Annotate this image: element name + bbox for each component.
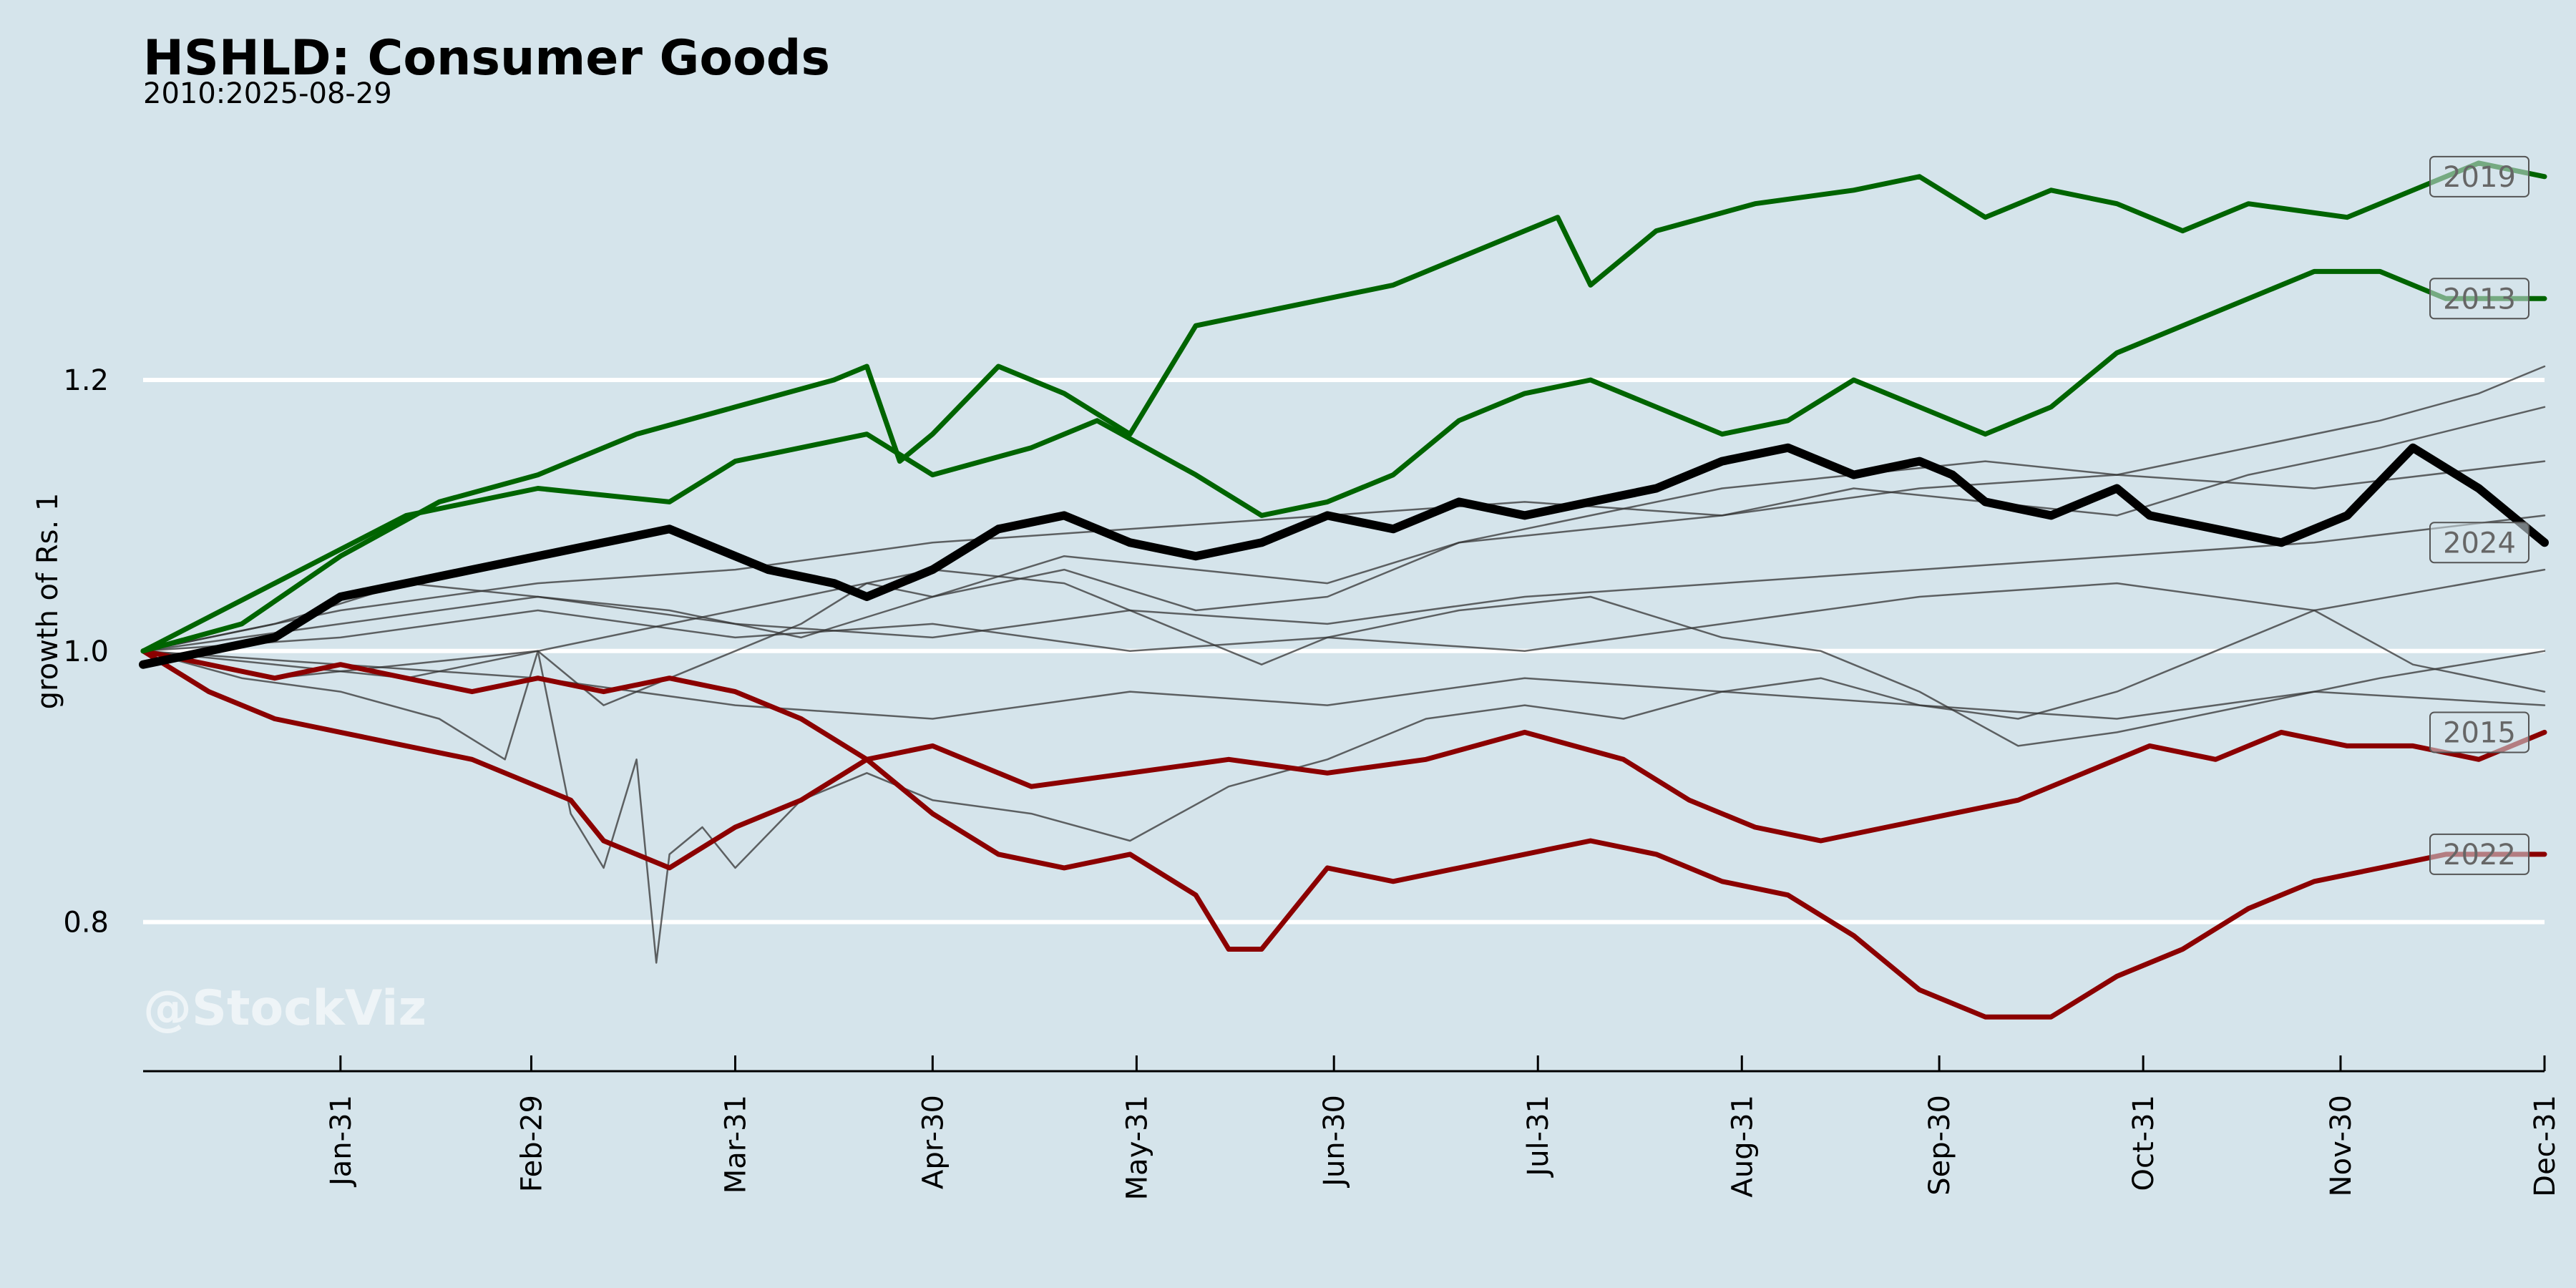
series-line-11 (142, 568, 2546, 653)
x-tick-label: Sep-30 (1923, 1095, 1956, 1196)
y-tick-label: 1.0 (63, 635, 109, 668)
x-tick-label: Aug-31 (1726, 1095, 1759, 1197)
grid-lines (143, 377, 2545, 924)
watermark: @StockViz (143, 980, 426, 1037)
x-tick-label: Apr-30 (917, 1095, 950, 1189)
series-label-box (2429, 278, 2529, 320)
x-tick-label: Mar-31 (720, 1095, 753, 1194)
y-axis-label: growth of Rs. 1 (31, 493, 64, 710)
series-labels: 2019 2013 2024 2015 2022 (2429, 155, 2529, 875)
y-tick-label: 0.8 (63, 907, 109, 940)
x-tick-label: Feb-29 (515, 1095, 548, 1192)
series-label-box (2429, 711, 2529, 753)
series-line-2022 (140, 648, 2547, 1020)
series-line-10 (142, 514, 2546, 653)
x-tick-label: Jan-31 (325, 1095, 358, 1188)
series-label-2013: 2013 (2443, 283, 2516, 316)
series-label-box (2429, 833, 2529, 875)
series-line-6 (142, 406, 2546, 706)
y-axis: 0.8 1.0 1.2 (63, 364, 109, 940)
series-lines (139, 160, 2549, 1020)
series-line-2019 (140, 160, 2547, 654)
x-axis: Jan-31 Feb-29 Mar-31 Apr-30 May-31 Jun-30 Jul-… (143, 1055, 2562, 1200)
chart-subtitle: 2010:2025-08-29 (143, 77, 392, 110)
chart-title: HSHLD: Consumer Goods (143, 30, 830, 87)
x-tick-label: Jul-31 (1522, 1095, 1555, 1179)
y-tick-label: 1.2 (63, 364, 109, 397)
series-label-box (2429, 522, 2529, 564)
series-label-2019: 2019 (2443, 161, 2516, 194)
series-label-2015: 2015 (2443, 716, 2516, 749)
x-tick-label: Oct-31 (2127, 1095, 2160, 1191)
x-tick-label: Jun-30 (1318, 1095, 1351, 1189)
series-line-2024 (139, 443, 2549, 669)
series-line-2013 (140, 268, 2547, 654)
series-line-2015 (140, 648, 2547, 871)
series-label-box (2429, 155, 2529, 197)
x-tick-label: May-31 (1121, 1095, 1153, 1200)
x-tick-label: Nov-30 (2325, 1095, 2358, 1196)
series-label-2024: 2024 (2443, 527, 2516, 560)
x-tick-label: Dec-31 (2529, 1095, 2562, 1197)
series-label-2022: 2022 (2443, 839, 2516, 872)
